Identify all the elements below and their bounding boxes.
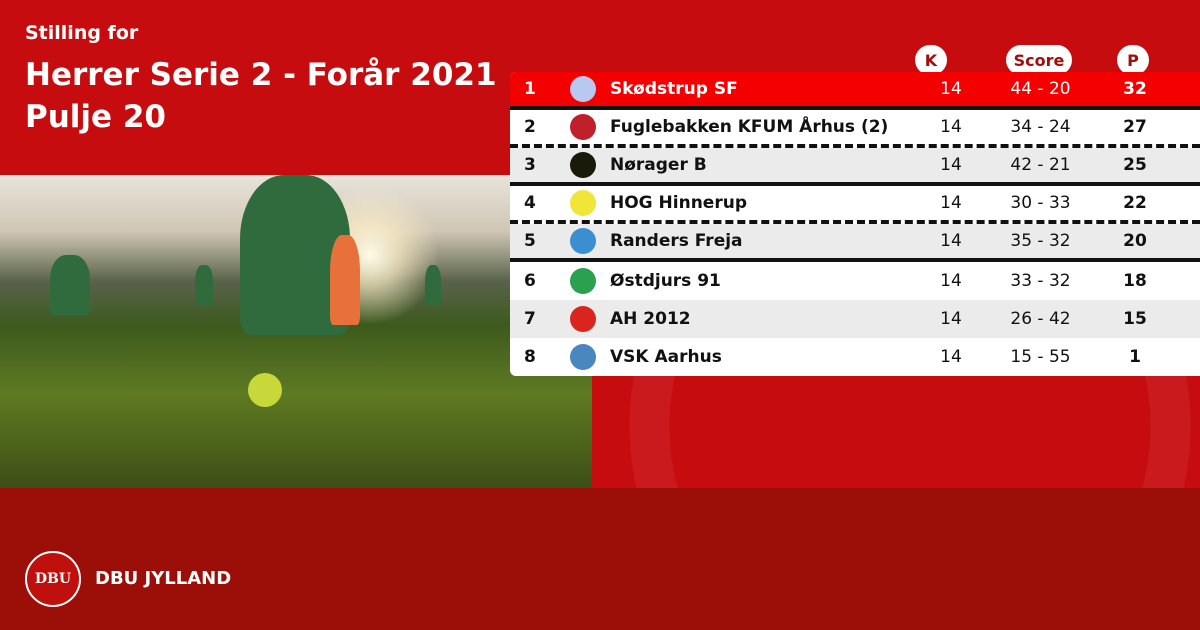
football-photo	[0, 175, 592, 488]
table-row: 4 HOG Hinnerup 14 30 - 33 22	[510, 186, 1200, 224]
team-name: VSK Aarhus	[610, 347, 722, 367]
table-row: 5 Randers Freja 14 35 - 32 20	[510, 224, 1200, 262]
goal-score: 34 - 24	[1010, 117, 1071, 137]
dbu-logo: DBU	[25, 551, 81, 607]
points: 27	[1123, 117, 1147, 137]
rank: 7	[524, 309, 536, 329]
team-name: Nørager B	[610, 155, 707, 175]
dbu-watermark	[600, 376, 1200, 488]
team-logo-icon	[556, 152, 610, 178]
matches-played: 14	[940, 309, 962, 329]
column-header-k: K	[915, 45, 947, 75]
team-name: AH 2012	[610, 309, 691, 329]
matches-played: 14	[940, 271, 962, 291]
goal-score: 42 - 21	[1010, 155, 1071, 175]
team-name: Skødstrup SF	[610, 79, 738, 99]
team-logo-icon	[556, 306, 610, 332]
rank: 4	[524, 193, 536, 213]
matches-played: 14	[940, 79, 962, 99]
team-name: Randers Freja	[610, 231, 743, 251]
table-row: 2 Fuglebakken KFUM Århus (2) 14 34 - 24 …	[510, 110, 1200, 148]
subtitle: Stilling for	[25, 22, 139, 44]
rank: 6	[524, 271, 536, 291]
rank: 3	[524, 155, 536, 175]
matches-played: 14	[940, 193, 962, 213]
points: 22	[1123, 193, 1147, 213]
team-logo-icon	[556, 76, 610, 102]
title-block: Stilling for Herrer Serie 2 - Forår 2021…	[25, 22, 497, 138]
goal-score: 26 - 42	[1010, 309, 1071, 329]
points: 25	[1123, 155, 1147, 175]
points: 15	[1123, 309, 1147, 329]
matches-played: 14	[940, 231, 962, 251]
points: 20	[1123, 231, 1147, 251]
table-row: 6 Østdjurs 91 14 33 - 32 18	[510, 262, 1200, 300]
column-header-p: P	[1117, 45, 1149, 75]
team-name: Østdjurs 91	[610, 271, 721, 291]
team-name: HOG Hinnerup	[610, 193, 747, 213]
rank: 2	[524, 117, 536, 137]
team-logo-icon	[556, 228, 610, 254]
brand-name: DBU JYLLAND	[95, 568, 232, 589]
table-row: 1 Skødstrup SF 14 44 - 20 32	[510, 72, 1200, 110]
column-header-score: Score	[1006, 45, 1072, 75]
pool-title: Pulje 20	[25, 99, 166, 135]
table-row: 7 AH 2012 14 26 - 42 15	[510, 300, 1200, 338]
page-title: Herrer Serie 2 - Forår 2021	[25, 57, 497, 93]
team-logo-icon	[556, 344, 610, 370]
table-row: 3 Nørager B 14 42 - 21 25	[510, 148, 1200, 186]
goal-score: 33 - 32	[1010, 271, 1071, 291]
matches-played: 14	[940, 117, 962, 137]
goal-score: 35 - 32	[1010, 231, 1071, 251]
points: 32	[1123, 79, 1147, 99]
goal-score: 15 - 55	[1010, 347, 1071, 367]
standings-table: 1 Skødstrup SF 14 44 - 20 32 2 Fuglebakke…	[510, 72, 1200, 376]
rank: 8	[524, 347, 536, 367]
team-logo-icon	[556, 268, 610, 294]
goal-score: 30 - 33	[1010, 193, 1071, 213]
points: 18	[1123, 271, 1147, 291]
rank: 1	[524, 79, 536, 99]
rank: 5	[524, 231, 536, 251]
table-row: 8 VSK Aarhus 14 15 - 55 1	[510, 338, 1200, 376]
matches-played: 14	[940, 347, 962, 367]
points: 1	[1129, 347, 1141, 367]
team-logo-icon	[556, 114, 610, 140]
team-logo-icon	[556, 190, 610, 216]
matches-played: 14	[940, 155, 962, 175]
team-name: Fuglebakken KFUM Århus (2)	[610, 117, 889, 137]
goal-score: 44 - 20	[1010, 79, 1071, 99]
